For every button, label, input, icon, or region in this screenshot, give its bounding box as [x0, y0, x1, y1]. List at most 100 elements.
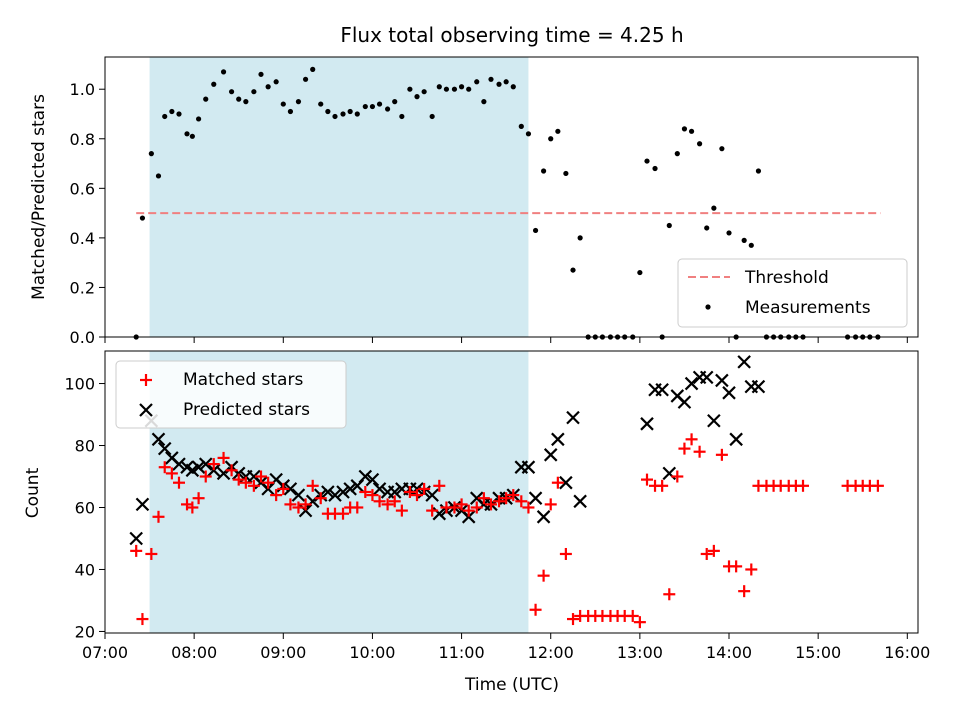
predicted-star-point [135, 497, 150, 512]
matched-star-point [165, 467, 178, 480]
predicted-star-point [573, 494, 587, 509]
measurement-point [652, 165, 658, 172]
bottom-xtick-label: 10:00 [349, 643, 395, 662]
matched-star-point [685, 433, 698, 446]
y-axis-label-bottom: Count [23, 467, 43, 518]
matched-star-point [158, 461, 171, 474]
predicted-star-point [559, 475, 573, 490]
top-ytick-label: 0.6 [70, 179, 95, 198]
matched-star-point [351, 501, 364, 514]
legend-top-box [677, 258, 908, 328]
predicted-star-point [737, 355, 751, 369]
matched-star-point [470, 501, 483, 514]
measurement-point [451, 86, 458, 92]
measurement-point [169, 108, 175, 115]
measurement-point [748, 242, 754, 248]
matched-star-point [403, 486, 416, 498]
measurement-point [176, 111, 182, 117]
matched-star-point [270, 489, 283, 502]
matched-star-point [671, 470, 684, 483]
predicted-star-point [191, 460, 206, 474]
measurement-point [384, 106, 391, 112]
measurement-point [148, 151, 154, 157]
measurement-point [540, 168, 547, 174]
matched-star-point [255, 470, 268, 483]
matched-star-point [366, 489, 379, 502]
measurement-point [503, 79, 509, 85]
chart-title: Flux total observing time = 4.25 h [340, 23, 683, 47]
matched-star-point [493, 495, 506, 508]
matched-star-point [693, 445, 706, 458]
matched-star-point [522, 501, 535, 514]
measurement-point [287, 108, 294, 115]
predicted-star-point [677, 395, 692, 409]
measurement-point [340, 111, 346, 117]
matched-star-point [388, 495, 401, 508]
predicted-star-point [566, 410, 580, 425]
measurement-point [466, 86, 472, 92]
y-axis-ticks-bottom: 20 40 60 80 100 [64, 375, 105, 641]
predicted-star-point [536, 510, 551, 524]
matched-star-points [130, 433, 884, 629]
predicted-star-point [129, 531, 143, 546]
predicted-star-point [722, 386, 736, 400]
predicted-star-point [206, 463, 221, 478]
measurement-point [688, 128, 695, 134]
top-ytick-label: 0.8 [70, 130, 95, 149]
predicted-star-point [707, 413, 721, 428]
matched-star-point [656, 479, 669, 492]
measurement-point [155, 173, 162, 179]
matched-star-point [277, 482, 290, 495]
measurement-point [726, 230, 732, 236]
measurement-point [570, 267, 576, 273]
matched-star-point [738, 585, 751, 598]
matched-star-point [232, 473, 245, 486]
matched-star-point [145, 547, 158, 560]
matched-star-point [626, 609, 639, 622]
matched-star-point [172, 476, 185, 489]
matched-star-point [641, 473, 653, 486]
matched-star-point [500, 492, 513, 505]
predicted-star-point [729, 432, 743, 447]
bottom-xtick-label: 12:00 [528, 643, 574, 662]
measurement-point [369, 103, 376, 110]
predicted-star-point [343, 482, 357, 496]
matched-star-point [462, 504, 475, 517]
measurement-point [203, 96, 209, 102]
predicted-star-point [655, 382, 669, 397]
matched-star-point [217, 451, 230, 464]
measurement-point [332, 113, 338, 120]
measurement-point [666, 222, 672, 229]
top-ytick-label: 0.4 [70, 229, 95, 248]
observing-span-top [149, 57, 529, 337]
measurement-point [189, 133, 195, 139]
measurement-point [392, 99, 398, 105]
measurement-point [243, 99, 249, 105]
measurement-point [755, 168, 762, 174]
measurement-point [563, 170, 569, 177]
predicted-star-point [328, 488, 342, 502]
measurement-point [719, 146, 725, 152]
matched-star-point [381, 498, 394, 511]
legend-predicted-swatch [139, 403, 153, 417]
matched-star-point [551, 476, 564, 489]
measurement-point [458, 84, 465, 90]
measurement-point [184, 131, 190, 137]
measurement-point [162, 113, 168, 120]
measurement-point [637, 269, 643, 276]
matched-star-point [515, 495, 528, 508]
measurement-point [555, 128, 561, 134]
bottom-ytick-label: 20 [75, 622, 95, 641]
matched-star-point [455, 498, 468, 511]
predicted-star-point [198, 457, 213, 471]
top-ytick-label: 0.2 [70, 278, 95, 297]
matched-star-point [130, 544, 143, 557]
matched-star-point [529, 603, 542, 616]
matched-star-point [559, 547, 572, 560]
predicted-star-point [751, 379, 766, 394]
matched-star-point [262, 476, 275, 489]
matched-star-point [507, 489, 520, 502]
measurement-point [429, 113, 435, 120]
measurement-point [548, 136, 554, 142]
